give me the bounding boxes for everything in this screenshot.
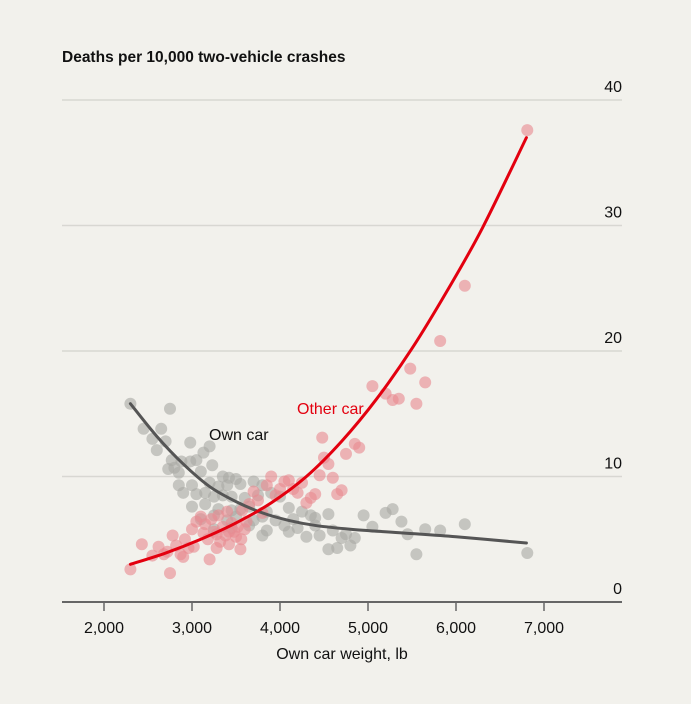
own-car-point xyxy=(386,503,399,516)
other-car-point xyxy=(326,471,339,484)
other-car-trend-line xyxy=(128,136,528,566)
other-car-point xyxy=(210,542,223,555)
x-tick-label-3000: 3,000 xyxy=(172,620,212,637)
other-car-point xyxy=(221,505,234,518)
other-car-points xyxy=(124,124,534,580)
other-car-point xyxy=(235,533,248,546)
own-car-point xyxy=(199,498,212,511)
own-car-point xyxy=(335,531,348,544)
y-tick-label-0: 0 xyxy=(613,581,622,598)
other-car-point xyxy=(335,484,348,497)
own-car-point xyxy=(206,459,219,472)
own-car-point xyxy=(221,479,234,492)
other-car-point xyxy=(166,529,179,542)
own-car-point xyxy=(190,454,203,467)
other-car-point xyxy=(135,538,148,551)
other-car-point xyxy=(177,550,190,563)
other-car-point xyxy=(309,488,322,501)
other-car-point xyxy=(234,543,247,556)
own-car-point xyxy=(357,509,370,522)
own-car-point xyxy=(208,490,220,503)
y-tick-label-30: 30 xyxy=(604,205,622,222)
other-car-series-label: Other car xyxy=(297,401,364,418)
other-car-point xyxy=(252,494,264,507)
x-tick-label-7000: 7,000 xyxy=(524,620,564,637)
own-car-point xyxy=(300,530,313,543)
other-car-point xyxy=(340,447,352,460)
other-car-point xyxy=(124,563,137,576)
own-car-point xyxy=(194,465,207,478)
x-axis-label: Own car weight, lb xyxy=(276,646,408,663)
other-car-point xyxy=(410,397,423,410)
other-car-point xyxy=(366,380,379,393)
own-car-point xyxy=(322,543,335,556)
own-car-point xyxy=(234,478,247,491)
other-car-point xyxy=(419,376,432,389)
other-car-point xyxy=(291,486,304,499)
own-car-point xyxy=(184,436,197,449)
other-car-point xyxy=(404,362,417,375)
own-car-point xyxy=(150,444,163,457)
own-car-point xyxy=(458,518,471,531)
own-car-point xyxy=(155,422,168,435)
own-car-point xyxy=(395,515,408,528)
other-car-point xyxy=(203,553,216,566)
own-car-point xyxy=(177,486,190,499)
other-car-point xyxy=(521,124,534,137)
own-car-point xyxy=(172,466,185,479)
own-car-point xyxy=(186,500,198,513)
other-car-point xyxy=(322,457,335,470)
y-tick-label-20: 20 xyxy=(604,330,622,347)
own-car-series-label: Own car xyxy=(209,427,269,444)
other-car-point xyxy=(434,334,447,347)
other-car-point xyxy=(265,470,278,483)
x-tick-label-5000: 5,000 xyxy=(348,620,388,637)
own-car-point xyxy=(190,488,203,501)
other-car-point xyxy=(313,469,326,482)
other-car-point xyxy=(392,392,405,405)
other-car-point xyxy=(296,476,308,489)
own-car-point xyxy=(313,529,326,542)
other-car-point xyxy=(458,279,471,292)
own-car-point xyxy=(434,524,447,537)
own-car-trend-line xyxy=(128,402,528,545)
own-car-point xyxy=(344,539,357,552)
own-car-point xyxy=(164,402,176,415)
other-car-point xyxy=(222,538,235,551)
x-axis-ticks: 2,000 3,000 4,000 5,000 6,000 7,000 xyxy=(84,602,564,637)
chart-title: Deaths per 10,000 two-vehicle crashes xyxy=(62,49,345,66)
own-car-point xyxy=(419,523,432,536)
own-car-point xyxy=(410,548,423,561)
y-tick-label-40: 40 xyxy=(604,79,622,96)
y-tick-label-10: 10 xyxy=(604,456,622,473)
own-car-point xyxy=(331,542,344,555)
own-car-point xyxy=(521,547,534,560)
own-car-point xyxy=(282,501,295,514)
own-car-point xyxy=(197,446,210,459)
other-car-point xyxy=(164,567,176,580)
own-car-point xyxy=(322,508,335,521)
own-car-point xyxy=(282,525,295,538)
x-tick-label-6000: 6,000 xyxy=(436,620,476,637)
other-car-point xyxy=(353,441,366,454)
x-tick-label-2000: 2,000 xyxy=(84,620,124,637)
y-axis-tick-labels: 0 10 20 30 40 xyxy=(604,79,622,598)
gridlines xyxy=(62,99,622,478)
other-car-point xyxy=(316,431,329,444)
own-car-point xyxy=(256,529,269,542)
x-tick-label-4000: 4,000 xyxy=(260,620,300,637)
